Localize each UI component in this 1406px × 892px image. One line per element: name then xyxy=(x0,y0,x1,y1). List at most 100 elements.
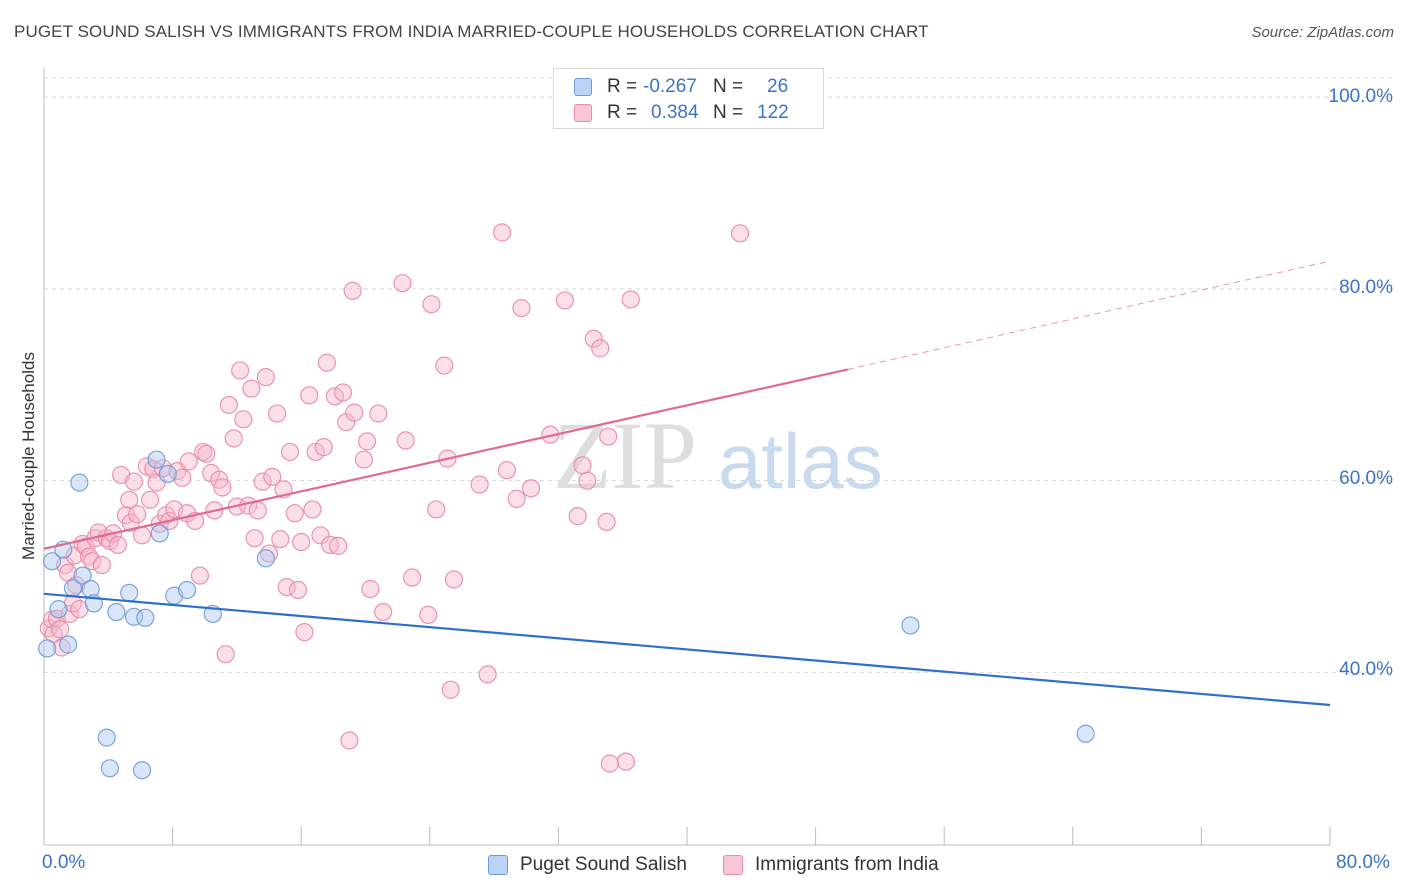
trend-extension-immigrants-from-india xyxy=(847,260,1331,370)
legend-n-label: N = xyxy=(713,76,744,97)
salish-point xyxy=(59,635,78,654)
india-point xyxy=(507,489,526,508)
india-point xyxy=(521,479,541,498)
legend-r-label: R = xyxy=(607,76,638,97)
legend-row-immigrants-from-india: R = 0.384 N = 122 xyxy=(574,100,789,126)
legend-n-value: 122 xyxy=(757,102,789,123)
india-point xyxy=(194,442,213,462)
india-point xyxy=(219,395,238,415)
india-point xyxy=(345,403,364,422)
salish-point xyxy=(1076,724,1095,743)
india-point xyxy=(216,645,235,664)
india-point xyxy=(374,602,393,622)
india-point xyxy=(311,526,330,545)
india-point xyxy=(340,731,359,750)
india-point xyxy=(493,223,512,242)
india-point xyxy=(573,456,592,475)
india-point xyxy=(369,404,388,423)
legend-row-puget-sound-salish: R = -0.267 N = 26 xyxy=(574,74,788,100)
india-point xyxy=(79,547,99,566)
salish-point xyxy=(100,759,120,778)
salish-point xyxy=(38,639,57,658)
legend-swatch-blue xyxy=(488,855,508,875)
y-axis-label: Married-couple Households xyxy=(19,352,38,560)
trend-line-puget-sound-salish xyxy=(43,592,1331,707)
india-point xyxy=(60,604,79,624)
india-point xyxy=(50,620,70,639)
legend-item-label: Puget Sound Salish xyxy=(520,854,687,875)
india-point xyxy=(441,680,460,699)
india-point xyxy=(231,361,250,380)
salish-point xyxy=(120,583,139,602)
watermark-atlas: atlas xyxy=(718,417,883,505)
india-point xyxy=(403,568,422,587)
india-point xyxy=(393,274,412,293)
india-point xyxy=(497,461,517,480)
india-point xyxy=(419,605,438,625)
india-point xyxy=(292,532,311,552)
india-point xyxy=(343,281,362,300)
legend-r-label: R = xyxy=(607,102,638,123)
y-tick-label-60: 60.0% xyxy=(1339,468,1393,489)
salish-point xyxy=(97,728,116,747)
india-point xyxy=(83,552,102,571)
india-point xyxy=(396,431,415,450)
india-point xyxy=(329,536,348,555)
india-point xyxy=(263,467,282,486)
trend-lines xyxy=(43,260,1331,707)
india-point xyxy=(422,295,441,314)
india-point xyxy=(512,299,531,318)
salish-point xyxy=(107,602,126,622)
correlation-legend: R = -0.267 N = 26 R = 0.384 N = 122 xyxy=(553,68,824,129)
india-point xyxy=(568,507,587,526)
india-point xyxy=(354,450,373,469)
series-legend: Puget Sound Salish Immigrants from India xyxy=(0,852,1406,878)
india-point xyxy=(248,501,267,520)
legend-item-immigrants-from-india: Immigrants from India xyxy=(723,852,939,878)
legend-r-value: -0.267 xyxy=(643,76,697,97)
watermark: ZIP atlas xyxy=(553,402,883,509)
india-point xyxy=(616,752,636,771)
india-point xyxy=(317,353,337,372)
legend-n-value: 26 xyxy=(767,76,789,97)
trend-line-immigrants-from-india xyxy=(43,368,848,550)
india-point xyxy=(190,566,210,585)
india-point xyxy=(427,500,446,519)
y-tick-label-80: 80.0% xyxy=(1339,277,1393,298)
india-point xyxy=(314,438,333,457)
y-tick-label-40: 40.0% xyxy=(1339,659,1393,680)
chart-title: PUGET SOUND SALISH VS IMMIGRANTS FROM IN… xyxy=(14,22,929,41)
india-point xyxy=(213,478,232,497)
india-point xyxy=(578,471,597,490)
india-point xyxy=(120,490,139,509)
india-point xyxy=(600,754,619,773)
series-immigrants-from-india xyxy=(39,223,750,773)
india-point xyxy=(280,442,300,462)
salish-point xyxy=(147,450,166,469)
india-point xyxy=(303,500,322,519)
india-point xyxy=(144,460,163,479)
salish-point xyxy=(73,566,92,585)
y-tick-label-100: 100.0% xyxy=(1328,86,1393,107)
india-point xyxy=(224,429,243,448)
india-point xyxy=(358,432,377,451)
salish-point xyxy=(256,549,275,568)
legend-item-label: Immigrants from India xyxy=(755,854,939,875)
india-point xyxy=(234,410,253,429)
india-point xyxy=(470,475,489,494)
india-point xyxy=(259,544,279,563)
legend-item-puget-sound-salish: Puget Sound Salish xyxy=(488,852,687,878)
india-point xyxy=(92,555,111,575)
legend-swatch-pink xyxy=(723,855,743,875)
salish-point xyxy=(132,761,152,780)
salish-point xyxy=(49,600,68,619)
india-point xyxy=(256,368,275,387)
salish-point xyxy=(42,552,62,571)
india-point xyxy=(599,427,618,446)
india-point xyxy=(285,504,304,523)
india-point xyxy=(267,404,287,423)
salish-point xyxy=(901,616,920,635)
india-point xyxy=(300,386,319,405)
india-point xyxy=(132,526,152,545)
legend-swatch-pink xyxy=(574,104,592,122)
